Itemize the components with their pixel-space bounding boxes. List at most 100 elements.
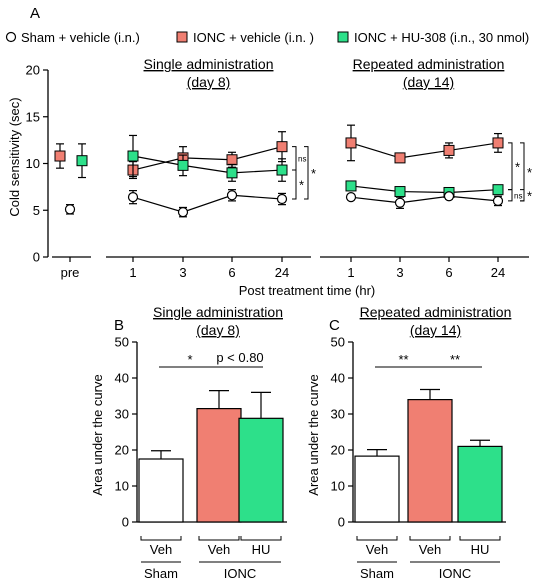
panel-a-x-tick-label: 1 <box>347 265 354 280</box>
data-point-ionc-hu <box>394 186 406 198</box>
panel-label-c: C <box>329 317 340 334</box>
panel-c-significance-label: ** <box>398 352 408 367</box>
significance-label: ns <box>298 154 306 163</box>
panel-c-title: Repeated administration <box>360 304 512 320</box>
panel-c-category-label: Veh <box>419 542 441 557</box>
panel-a-x-tick-label: 1 <box>129 265 136 280</box>
panel-b-group-label-sham: Sham <box>144 566 178 581</box>
panel-a-subtitle-repeated: (day 14) <box>403 74 454 90</box>
series-line-sham <box>350 195 499 204</box>
panel-a-y-tick-label: 15 <box>26 109 40 124</box>
panel-b: Area under the curve Single administrati… <box>90 304 287 581</box>
data-point-ionc-hu <box>492 184 504 196</box>
panel-a-x-tick-label: 3 <box>179 265 186 280</box>
data-point-sham <box>443 191 455 202</box>
panel-b-category-bracket <box>140 536 182 541</box>
series-line-ionc-hu <box>132 155 283 174</box>
panel-b-category-label: Veh <box>150 542 172 557</box>
significance-bracket <box>304 146 309 200</box>
panel-b-significance-label: * <box>187 352 192 367</box>
significance-label: * <box>515 159 520 174</box>
panel-a-x-tick-label: pre <box>61 265 80 280</box>
data-point-ionc-vehicle <box>345 137 357 149</box>
panel-a: Cold sensitivity (sec) Post treatment ti… <box>7 56 532 298</box>
panel-label-a: A <box>30 5 40 22</box>
data-point-ionc-vehicle <box>492 137 504 149</box>
panel-a-y-axis-label: Cold sensitivity (sec) <box>7 97 22 216</box>
significance-label: * <box>311 166 316 181</box>
significance-bracket <box>508 189 513 202</box>
panel-b-category-label: Veh <box>208 542 230 557</box>
legend-marker-ionc-hu <box>337 31 349 43</box>
panel-c-category-label: HU <box>471 542 490 557</box>
legend-label-ionc-vehicle: IONC + vehicle (i.n. ) <box>193 30 314 45</box>
panel-c-y-tick-label: 0 <box>338 515 345 530</box>
series-line-ionc-hu <box>350 185 499 194</box>
panel-a-x-tick-label: 24 <box>275 265 289 280</box>
panel-c-y-axis-label: Area under the curve <box>306 374 321 495</box>
panel-b-group-label-ionc: IONC <box>224 566 257 581</box>
panel-a-y-tick-label: 10 <box>26 156 40 171</box>
data-point-ionc-vehicle <box>276 141 288 153</box>
data-point-sham <box>226 190 238 201</box>
significance-label: ns <box>514 191 522 200</box>
panel-c-y-tick-label: 10 <box>331 479 345 494</box>
legend-label-ionc-hu: IONC + HU-308 (i.n., 30 nmol) <box>354 30 529 45</box>
data-point-sham <box>345 192 357 203</box>
panel-b-y-axis-label: Area under the curve <box>90 374 105 495</box>
panel-a-x-tick-label: 24 <box>491 265 505 280</box>
data-point-ionc-hu <box>76 155 88 167</box>
significance-bracket <box>292 169 297 200</box>
panel-b-y-tick-label: 50 <box>115 335 129 350</box>
data-point-ionc-hu <box>177 159 189 171</box>
data-point-sham <box>127 192 139 203</box>
panel-a-title-repeated: Repeated administration <box>353 56 505 72</box>
series-line-sham <box>132 194 283 213</box>
panel-c-category-bracket <box>356 536 398 541</box>
data-point-sham <box>64 204 76 215</box>
panel-c-y-tick-label: 30 <box>331 407 345 422</box>
data-point-ionc-hu <box>127 150 139 162</box>
panel-c-y-tick-label: 40 <box>331 371 345 386</box>
legend-label-sham: Sham + vehicle (i.n.) <box>21 30 140 45</box>
panel-b-category-bracket <box>240 536 282 541</box>
panel-a-x-tick-label: 6 <box>228 265 235 280</box>
panel-c-category-label: Veh <box>366 542 388 557</box>
data-point-sham <box>276 193 288 205</box>
panel-a-title-single: Single administration <box>144 56 274 72</box>
panel-b-y-tick-label: 20 <box>115 443 129 458</box>
panel-b-bar-0 <box>138 458 184 523</box>
panel-b-category-bracket <box>198 536 240 541</box>
significance-bracket <box>520 189 525 202</box>
panel-a-y-tick-label: 0 <box>33 250 40 265</box>
panel-c-y-tick-label: 50 <box>331 335 345 350</box>
panel-b-bar-1 <box>196 408 242 523</box>
data-point-sham <box>492 195 504 206</box>
panel-c-significance-label: ** <box>450 352 460 367</box>
series-line-ionc-vehicle <box>132 146 283 171</box>
panel-b-y-tick-label: 40 <box>115 371 129 386</box>
legend-marker-sham <box>5 31 17 43</box>
significance-label: * <box>527 188 532 203</box>
panel-c-bar-1 <box>407 399 453 523</box>
data-point-ionc-vehicle <box>443 144 455 156</box>
panel-b-category-label: HU <box>252 542 271 557</box>
data-point-sham <box>177 207 189 218</box>
data-point-ionc-hu <box>226 167 238 179</box>
panel-c-subtitle: (day 14) <box>410 322 461 338</box>
panel-b-subtitle: (day 8) <box>196 322 240 338</box>
legend: Sham + vehicle (i.n.) IONC + vehicle (i.… <box>5 30 529 45</box>
data-point-ionc-vehicle <box>226 154 238 166</box>
panel-a-subtitle-single: (day 8) <box>187 74 231 90</box>
panel-c-category-bracket <box>409 536 451 541</box>
panel-c-group-label-ionc: IONC <box>439 566 472 581</box>
significance-bracket <box>508 142 513 191</box>
panel-b-bar-2 <box>238 417 284 523</box>
panel-a-x-tick-label: 6 <box>445 265 452 280</box>
data-point-ionc-hu <box>276 164 288 176</box>
data-point-ionc-vehicle <box>394 152 406 164</box>
series-line-ionc-vehicle <box>350 142 499 159</box>
panel-b-y-tick-label: 10 <box>115 479 129 494</box>
data-point-ionc-hu <box>345 180 357 192</box>
